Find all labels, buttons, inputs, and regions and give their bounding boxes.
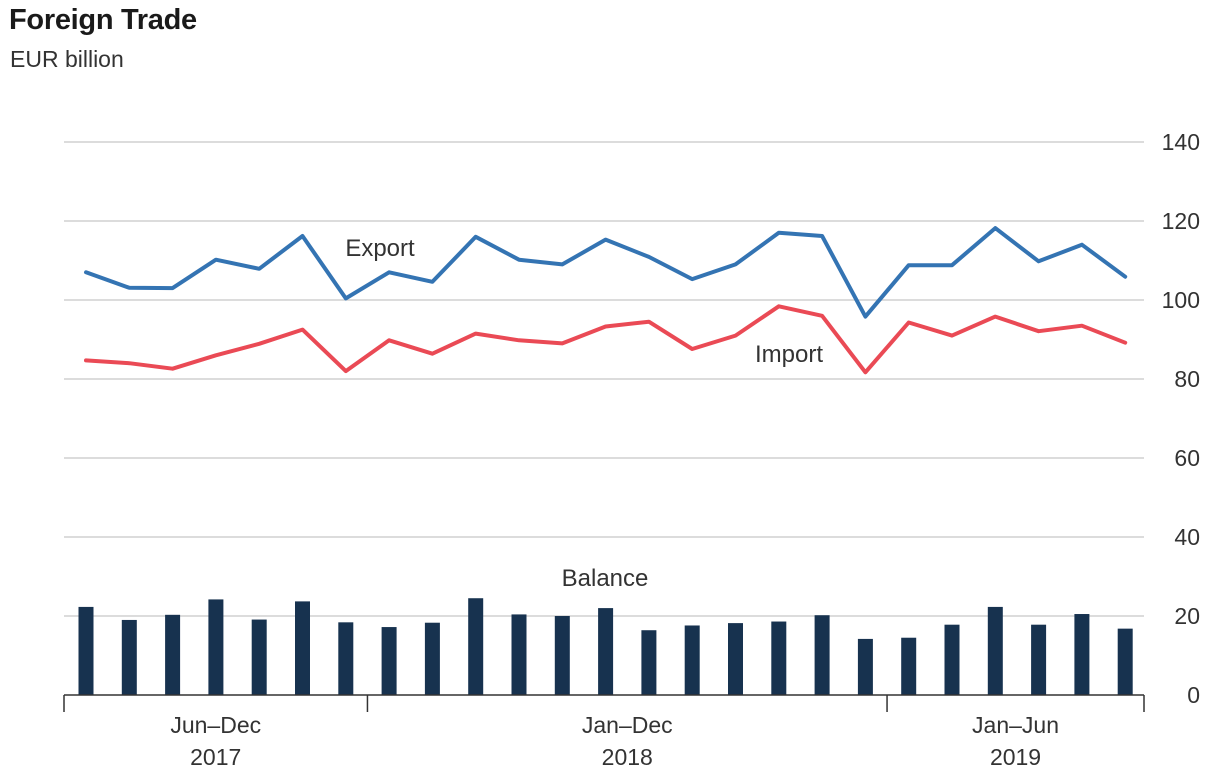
balance-bar <box>165 614 181 695</box>
export-line <box>84 226 1128 319</box>
y-tick-label: 140 <box>1162 129 1200 155</box>
import-series-label: Import <box>755 341 823 368</box>
balance-bar <box>208 599 224 695</box>
axes: 0 20 40 60 80 100 120 140 Jun–Dec 2017 Jan–Dec 2018… <box>63 129 1200 770</box>
balance-bar <box>814 615 830 695</box>
x-period-year-label: 2019 <box>990 744 1041 770</box>
x-period-year-label: 2018 <box>602 744 653 770</box>
balance-bar <box>728 623 743 695</box>
balance-bar <box>598 608 614 695</box>
balance-bar <box>468 598 484 695</box>
gridlines <box>64 141 1144 617</box>
chart-subtitle: EUR billion <box>10 46 124 72</box>
y-tick-label: 0 <box>1187 682 1200 708</box>
balance-series-label: Balance <box>562 565 649 592</box>
export-series-label: Export <box>345 235 415 262</box>
y-tick-label: 60 <box>1174 445 1200 471</box>
balance-bar <box>684 625 700 695</box>
balance-bar <box>944 624 960 695</box>
balance-bar <box>338 622 354 695</box>
balance-bar <box>857 638 873 695</box>
x-period-year-label: 2017 <box>190 744 241 770</box>
series-labels: Export Import Balance <box>345 235 823 592</box>
balance-bar <box>554 616 570 695</box>
balance-bar <box>901 637 917 695</box>
balance-bar <box>424 622 440 695</box>
y-tick-label: 20 <box>1174 603 1200 629</box>
trade-lines <box>84 226 1128 375</box>
balance-bars <box>78 598 1133 695</box>
balance-bar <box>121 619 137 695</box>
balance-bar <box>1031 624 1047 695</box>
x-period-range-label: Jan–Dec <box>582 712 673 738</box>
x-period-range-label: Jun–Dec <box>170 712 261 738</box>
import-line <box>84 304 1128 375</box>
y-tick-label: 80 <box>1174 366 1200 392</box>
balance-bar <box>511 614 527 695</box>
chart-title: Foreign Trade <box>9 4 197 36</box>
x-period-range-label: Jan–Jun <box>972 712 1059 738</box>
balance-bar <box>78 606 94 695</box>
balance-bar <box>251 619 267 695</box>
y-tick-label: 120 <box>1162 208 1200 234</box>
balance-bar <box>987 606 1003 695</box>
y-tick-label: 100 <box>1162 287 1200 313</box>
balance-bar <box>381 627 397 695</box>
balance-bar <box>771 621 787 695</box>
balance-bar <box>641 630 657 695</box>
balance-bar <box>1117 628 1133 695</box>
y-tick-label: 40 <box>1174 524 1200 550</box>
balance-bar <box>295 601 310 695</box>
balance-bar <box>1074 614 1090 695</box>
